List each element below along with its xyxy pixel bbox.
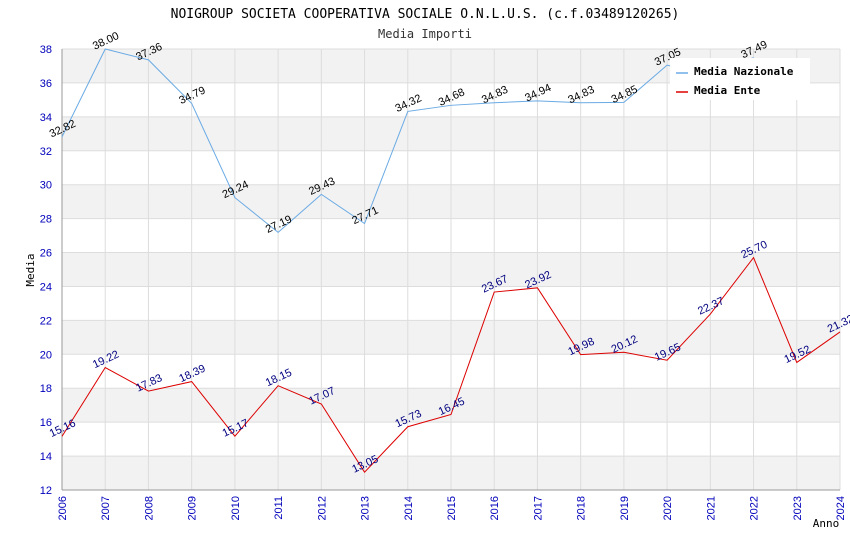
y-tick-label: 18	[40, 383, 52, 395]
x-tick-label: 2012	[316, 496, 328, 520]
y-axis-title: Media	[24, 253, 37, 286]
series-line-media-ente	[61, 256, 841, 473]
x-tick-label: 2013	[360, 496, 372, 520]
y-tick-label: 30	[40, 180, 52, 192]
legend-box	[670, 58, 810, 100]
y-tick-label: 16	[40, 417, 52, 429]
y-axis-ticks: 12 14 16 18 20 22 24 26 28 30 32 34 36 38	[40, 44, 52, 497]
y-tick-label: 24	[40, 281, 52, 293]
x-tick-label: 2011	[273, 496, 285, 520]
series-lines	[61, 48, 841, 473]
chart-title: NOIGROUP SOCIETA COOPERATIVA SOCIALE O.N…	[171, 7, 680, 22]
data-label: 21.32	[826, 313, 850, 336]
chart-subtitle: Media Importi	[378, 27, 472, 41]
y-tick-label: 26	[40, 248, 52, 260]
x-tick-label: 2016	[489, 496, 501, 520]
x-tick-label: 2020	[662, 496, 674, 520]
data-label: 34.85	[610, 83, 640, 106]
x-tick-label: 2019	[619, 496, 631, 520]
y-tick-label: 22	[40, 315, 52, 327]
y-tick-label: 34	[40, 112, 52, 124]
x-tick-label: 2024	[835, 496, 847, 520]
x-tick-label: 2021	[705, 496, 717, 520]
x-axis-ticks: 2006 2007 2008 2009 2010 2011 2012 2013 2014 2015…	[57, 496, 847, 520]
y-tick-label: 32	[40, 146, 52, 158]
legend-label-media-ente: Media Ente	[694, 84, 761, 97]
y-tick-label: 20	[40, 349, 52, 361]
legend: Media Nazionale Media Ente	[670, 58, 810, 100]
data-label: 34.79	[177, 84, 207, 107]
legend-label-media-nazionale: Media Nazionale	[694, 65, 794, 78]
data-label: 22.37	[696, 295, 726, 318]
x-axis-title: Anno	[813, 517, 840, 530]
x-tick-label: 2006	[57, 496, 69, 520]
x-tick-label: 2017	[532, 496, 544, 520]
x-tick-label: 2010	[230, 496, 242, 520]
x-tick-label: 2008	[143, 496, 155, 520]
x-tick-label: 2009	[187, 496, 199, 520]
x-tick-label: 2022	[749, 496, 761, 520]
y-tick-label: 36	[40, 78, 52, 90]
y-tick-label: 38	[40, 44, 52, 56]
series-line-media-nazionale	[61, 48, 754, 234]
x-tick-label: 2007	[100, 496, 112, 520]
y-tick-label: 12	[40, 485, 52, 497]
y-tick-label: 28	[40, 214, 52, 226]
y-tick-label: 14	[40, 451, 52, 463]
x-tick-label: 2015	[446, 496, 458, 520]
x-tick-label: 2014	[403, 496, 415, 520]
x-tick-label: 2018	[576, 496, 588, 520]
x-tick-label: 2023	[792, 496, 804, 520]
